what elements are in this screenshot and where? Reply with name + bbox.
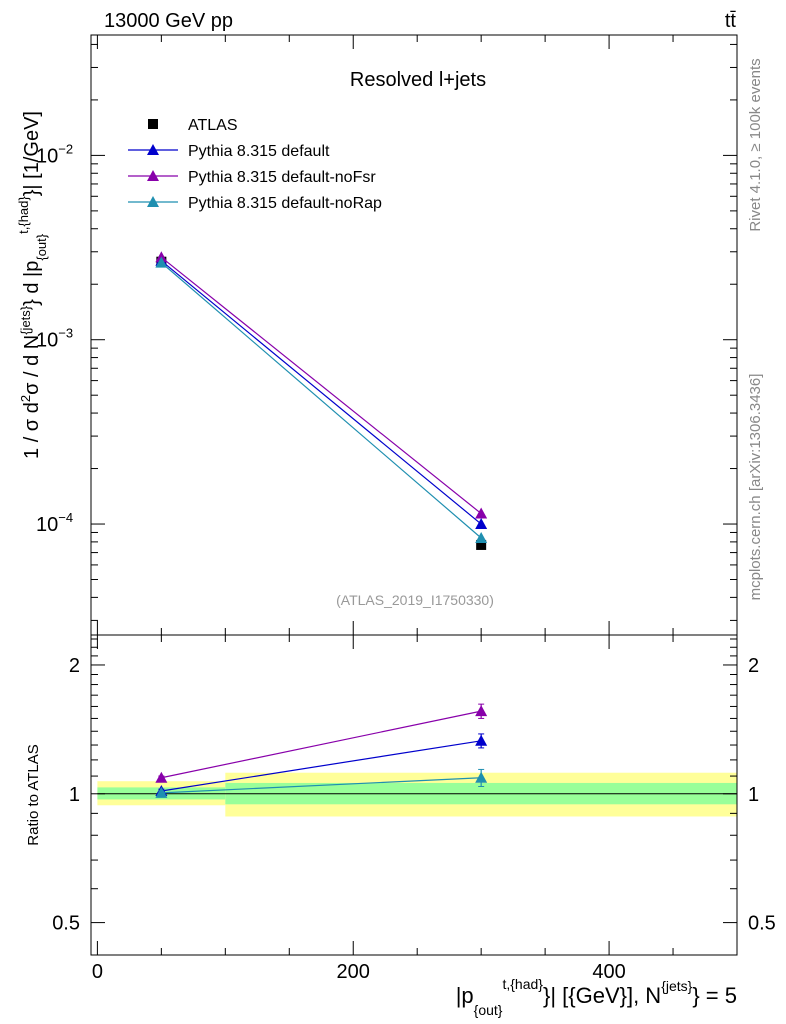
legend-label: Pythia 8.315 default-noRap: [188, 195, 382, 212]
legend-item: Pythia 8.315 default-noFsr: [128, 169, 376, 186]
ratio-series-pythia-8-315-default-nofsr: [155, 703, 488, 783]
main-y-tick-label: 10−2: [36, 141, 73, 167]
ratio-y-axis-label: Ratio to ATLAS: [25, 744, 42, 845]
x-axis-label: |p{out}t,{had}}| [{GeV}], N{jets}} = 5: [456, 976, 737, 1018]
ratio-point-triangle: [155, 771, 168, 783]
series-pythia-8-315-default: [155, 254, 488, 530]
ratio-y-tick-label-right: 0.5: [748, 913, 776, 935]
ratio-line: [161, 740, 482, 792]
ratio-y-tick-label: 1: [69, 784, 80, 806]
main-y-tick-label: 10−4: [36, 510, 73, 536]
process-label: tt̄: [725, 10, 737, 32]
ratio-panel: 0.5 0.5 1 1 2 2 0 200 400 Ratio to ATLAS: [25, 634, 776, 983]
legend-item: ATLAS: [148, 117, 238, 134]
ratio-point-triangle: [475, 771, 488, 783]
series-pythia-8-315-default-norap: [155, 256, 488, 543]
mcplots-credit-label: mcplots.cern.ch [arXiv:1306.3436]: [747, 374, 764, 601]
x-tick-label: 400: [592, 961, 625, 983]
series-line: [160, 262, 482, 539]
ratio-frame: [90, 634, 738, 956]
series-line: [160, 256, 482, 515]
x-tick-label: 200: [337, 961, 370, 983]
legend-marker: [147, 196, 159, 207]
chart-title: Resolved l+jets: [350, 69, 486, 91]
main-y-tick-label: 10−3: [36, 326, 73, 352]
legend-marker: [148, 119, 158, 129]
ratio-y-tick-label: 0.5: [52, 913, 80, 935]
legend-label: Pythia 8.315 default-noFsr: [188, 169, 376, 186]
main-panel: 10−4 10−3 10−2 Resolved l+jets (ATLAS_2019…: [16, 34, 738, 636]
data-point-square: [476, 539, 487, 550]
x-tick-label: 0: [92, 961, 103, 983]
ratio-y-tick-label: 2: [69, 655, 80, 677]
legend-marker: [147, 144, 159, 155]
series-pythia-8-315-default-nofsr: [155, 251, 488, 519]
ratio-line: [161, 777, 482, 794]
ratio-point-triangle: [475, 705, 488, 717]
data-point-triangle: [475, 507, 488, 519]
ratio-y-tick-label-right: 2: [748, 655, 759, 677]
ratio-line: [161, 710, 482, 779]
legend-label: Pythia 8.315 default: [188, 143, 330, 160]
data-point-triangle: [475, 518, 488, 530]
legend-marker: [147, 170, 159, 181]
ratio-point-triangle: [475, 734, 488, 746]
energy-label: 13000 GeV pp: [104, 10, 233, 32]
ratio-series-pythia-8-315-default-norap: [155, 768, 488, 798]
legend-label: ATLAS: [188, 117, 238, 134]
ratio-point-triangle: [155, 786, 168, 798]
data-point-triangle: [475, 531, 488, 543]
main-y-axis-label: 1 / σ d2σ / d N{jets}} d |p{out}t,{had}}…: [16, 111, 49, 459]
ratio-y-tick-label-right: 1: [748, 784, 759, 806]
legend-item: Pythia 8.315 default: [128, 143, 330, 160]
legend: ATLAS Pythia 8.315 default Pythia 8.315 de…: [128, 117, 382, 212]
series-line: [160, 260, 482, 525]
rivet-version-label: Rivet 4.1.0, ≥ 100k events: [747, 58, 764, 231]
legend-item: Pythia 8.315 default-noRap: [128, 195, 382, 212]
analysis-id-label: (ATLAS_2019_I1750330): [336, 592, 494, 608]
data-point-triangle: [155, 256, 168, 268]
